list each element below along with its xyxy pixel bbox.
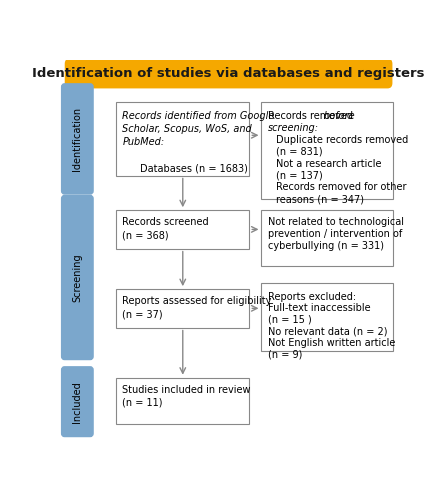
FancyBboxPatch shape <box>62 367 93 436</box>
Text: (n = 831): (n = 831) <box>276 146 323 156</box>
Text: Not English written article: Not English written article <box>268 338 395 348</box>
Text: Not related to technological: Not related to technological <box>268 217 404 227</box>
Text: Studies included in review: Studies included in review <box>123 384 251 394</box>
Text: Records removed for other: Records removed for other <box>276 182 407 192</box>
Text: Records identified from Google: Records identified from Google <box>123 111 275 121</box>
Text: Full-text inaccessible: Full-text inaccessible <box>268 304 370 314</box>
Text: Identification of studies via databases and registers: Identification of studies via databases … <box>32 66 425 80</box>
Text: Records removed: Records removed <box>268 111 356 121</box>
Text: before: before <box>324 111 355 121</box>
Text: (n = 37): (n = 37) <box>123 309 163 319</box>
FancyBboxPatch shape <box>116 210 249 248</box>
FancyBboxPatch shape <box>261 102 393 198</box>
Text: PubMed:: PubMed: <box>123 137 165 147</box>
Text: Identification: Identification <box>72 107 83 171</box>
Text: Duplicate records removed: Duplicate records removed <box>276 134 409 144</box>
Text: reasons (n = 347): reasons (n = 347) <box>276 194 364 204</box>
Text: Reports assessed for eligibility: Reports assessed for eligibility <box>123 296 272 306</box>
Text: Scholar, Scopus, WoS, and: Scholar, Scopus, WoS, and <box>123 124 252 134</box>
FancyBboxPatch shape <box>261 284 393 350</box>
Text: No relevant data (n = 2): No relevant data (n = 2) <box>268 326 387 336</box>
Text: Databases (n = 1683): Databases (n = 1683) <box>140 163 248 173</box>
FancyBboxPatch shape <box>62 196 93 360</box>
FancyBboxPatch shape <box>261 210 393 266</box>
Text: (n = 368): (n = 368) <box>123 230 169 240</box>
Text: Included: Included <box>72 381 83 422</box>
Text: (n = 9): (n = 9) <box>268 350 302 360</box>
FancyBboxPatch shape <box>116 102 249 176</box>
Text: Screening: Screening <box>72 253 83 302</box>
FancyBboxPatch shape <box>116 289 249 328</box>
FancyBboxPatch shape <box>116 378 249 424</box>
Text: (n = 15 ): (n = 15 ) <box>268 315 311 325</box>
Text: (n = 137): (n = 137) <box>276 170 323 180</box>
Text: cyberbullying (n = 331): cyberbullying (n = 331) <box>268 241 384 251</box>
Text: prevention / intervention of: prevention / intervention of <box>268 229 402 239</box>
Text: Reports excluded:: Reports excluded: <box>268 292 356 302</box>
Text: Not a research article: Not a research article <box>276 158 382 168</box>
Text: (n = 11): (n = 11) <box>123 398 163 407</box>
Text: Records screened: Records screened <box>123 217 209 227</box>
FancyBboxPatch shape <box>62 84 93 194</box>
FancyBboxPatch shape <box>66 59 392 88</box>
Text: screening:: screening: <box>268 123 318 133</box>
